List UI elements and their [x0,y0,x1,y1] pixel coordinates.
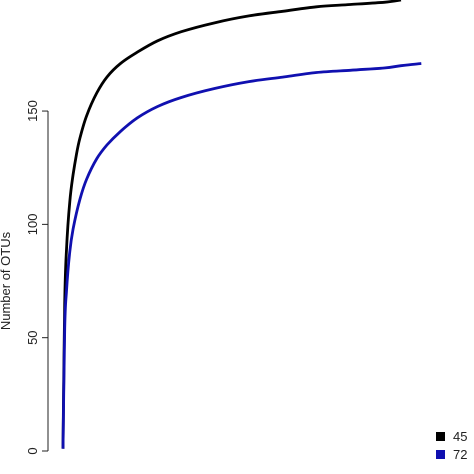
y-tick-label: 100 [25,214,40,236]
legend-label-72: 72 [453,447,467,462]
series-line-72 [61,62,422,449]
y-axis-title: Number of OTUs [0,231,13,330]
y-tick-label: 150 [25,100,40,122]
y-tick-label: 50 [25,330,40,344]
plot-area [61,0,422,449]
series-line-45 [61,0,402,449]
y-tick-label: 0 [25,447,40,454]
legend-swatch-45 [436,432,445,441]
legend-swatch-72 [436,450,445,459]
legend-label-45: 45 [453,429,467,444]
y-axis: 0 50 100 150 [25,100,49,455]
